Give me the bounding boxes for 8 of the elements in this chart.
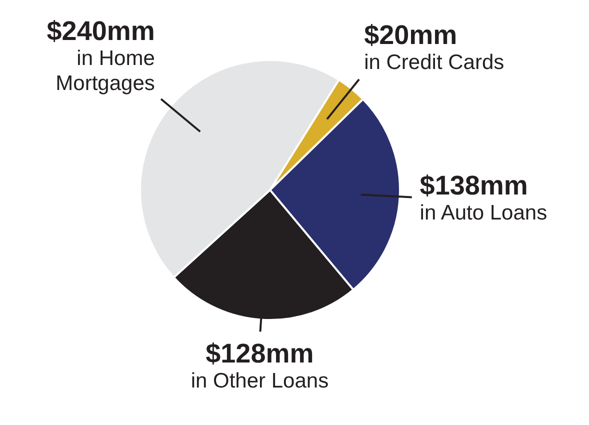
- slice-label: in Auto Loans: [420, 202, 548, 225]
- slice-label: in Home Mortgages: [56, 46, 155, 95]
- data-label: $128mm: [206, 338, 314, 369]
- slice-label: in Credit Cards: [364, 51, 504, 74]
- data-label: $138mm: [420, 170, 528, 201]
- data-label: $20mm: [364, 20, 458, 50]
- slice-label: in Other Loans: [190, 370, 329, 393]
- data-label: $240mm: [46, 16, 155, 46]
